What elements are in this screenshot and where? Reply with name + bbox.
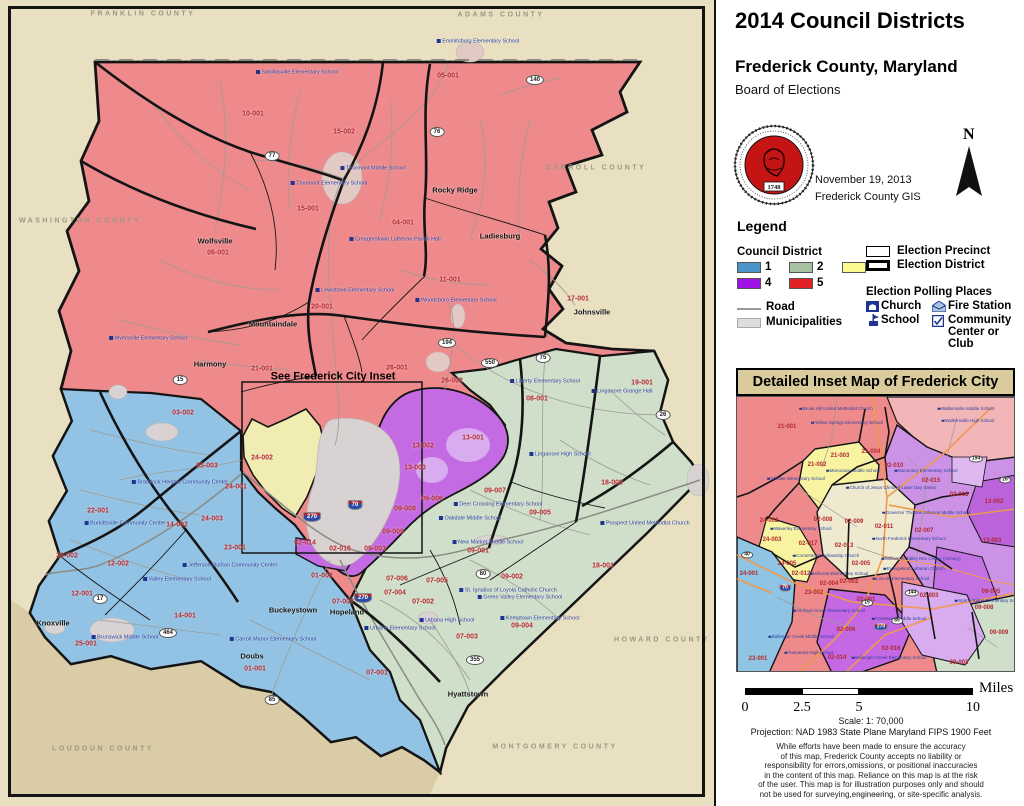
church-icon (866, 301, 879, 312)
community-label2: Center or Club (948, 326, 1000, 350)
disclaimer: While efforts have been made to ensure t… (716, 742, 1024, 799)
election-precinct-swatch (866, 246, 890, 257)
scale-tick: 10 (966, 700, 980, 715)
district-2-label: 2 (817, 261, 824, 273)
scale-tick: 5 (855, 700, 863, 715)
fire-station-icon (932, 301, 946, 312)
election-district-swatch (866, 260, 890, 271)
scale-text: Scale: 1: 70,000 (838, 716, 904, 726)
election-district-label: Election District (897, 259, 985, 271)
polling-places-heading: Election Polling Places (866, 286, 992, 298)
projection-text: Projection: NAD 1983 State Plane Marylan… (750, 727, 992, 737)
seal-year: 1748 (768, 184, 782, 191)
district-5-swatch (789, 278, 813, 289)
north-arrow-icon (956, 146, 982, 196)
inset-title: Detailed Inset Map of Frederick City (736, 368, 1015, 396)
scale-tick: 2.5 (793, 700, 811, 715)
disclaimer-line: in the content of this map. Reliance on … (764, 770, 978, 780)
date-block: November 19, 2013 Frederick County GIS (815, 172, 921, 206)
scale-unit-label: Miles (979, 680, 1014, 696)
road-swatch (737, 308, 761, 310)
map-credit: Frederick County GIS (815, 191, 921, 203)
district-1-swatch (737, 262, 761, 273)
district-3-swatch (842, 262, 866, 273)
school-label: School (881, 314, 920, 326)
election-precinct-label: Election Precinct (897, 245, 991, 257)
county-title: Frederick County, Maryland (735, 57, 958, 76)
district-2-swatch (789, 262, 813, 273)
page-title: 2014 Council Districts (735, 8, 965, 33)
disclaimer-line: of the user. This map is for illustratio… (758, 780, 984, 789)
county-seal: 1748 (733, 124, 815, 206)
disclaimer-line: not be used for surveying,engineering, o… (759, 789, 983, 799)
community-icon (932, 315, 944, 327)
disclaimer-line: While efforts have been made to ensure t… (776, 742, 966, 751)
document-code: 0027-2013CM (858, 792, 884, 797)
road-label: Road (766, 301, 795, 313)
board-subtitle: Board of Elections (735, 82, 841, 97)
council-district-heading: Council District (737, 246, 822, 258)
legend-heading: Legend (737, 218, 787, 234)
district-4-swatch (737, 278, 761, 289)
scale-tick: 0 (741, 700, 749, 715)
municipalities-label: Municipalities (766, 316, 843, 328)
disclaimer-line: of this map, Frederick County accepts no… (780, 751, 962, 761)
county-map-drawing (11, 41, 710, 794)
north-label: N (963, 126, 975, 143)
church-label: Church (881, 300, 922, 312)
district-4-label: 4 (765, 277, 772, 289)
county-map: FRANKLIN COUNTY ADAMS COUNTY CARROLL COUNT… (0, 0, 714, 806)
community-label: Community (948, 314, 1012, 326)
info-panel: 2014 Council Districts Frederick County,… (714, 0, 1024, 806)
school-icon (869, 314, 879, 326)
fire-station-label: Fire Station (948, 300, 1012, 312)
district-5-label: 5 (817, 277, 824, 289)
municipalities-swatch (737, 318, 761, 328)
map-date: November 19, 2013 (815, 174, 912, 186)
disclaimer-line: responsibility for errors,omissions, or … (764, 761, 978, 770)
frederick-city-inset-map: Brook Hill United Methodist Church Yellow… (736, 396, 1015, 672)
inset-map-drawing (737, 397, 1014, 671)
district-1-label: 1 (765, 261, 772, 273)
